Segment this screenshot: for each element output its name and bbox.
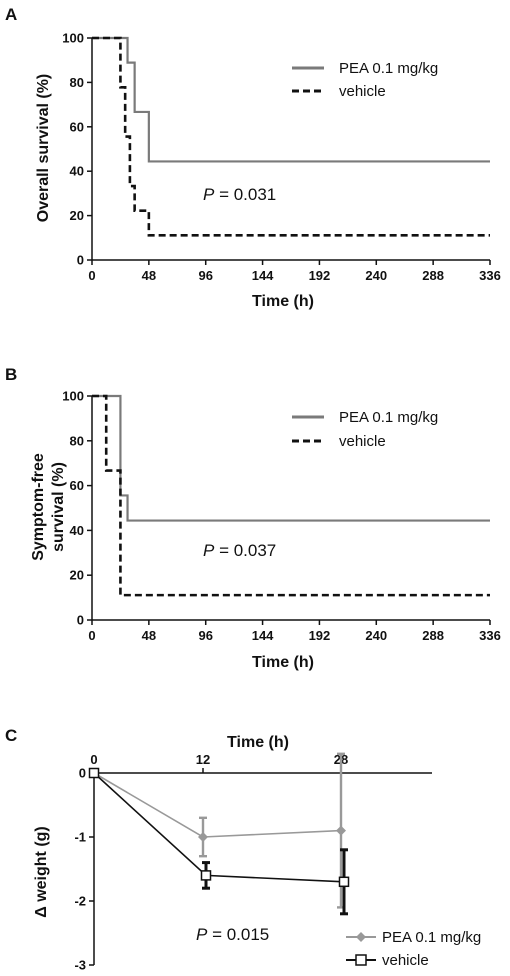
panel-c-x-tick-label: 12 <box>196 752 210 767</box>
panel-b-p-value: P = 0.037 <box>203 541 276 560</box>
panel-c-p-number: 0.015 <box>227 925 270 944</box>
panel-a-legend-label-vehicle: vehicle <box>339 83 386 100</box>
panel-b-legend-label-vehicle: vehicle <box>339 433 386 450</box>
panel-c-point-pea <box>336 825 346 836</box>
panel-c-legend-diamond-marker <box>356 932 366 942</box>
panel-b-y-tick-label: 80 <box>70 433 84 448</box>
panel-b-x-tick-label: 48 <box>142 628 156 643</box>
panel-b-y-tick-label: 0 <box>77 613 84 628</box>
panel-a-y-tick-label: 80 <box>70 75 84 90</box>
panel-letter-b: B <box>5 365 17 384</box>
panel-b-y-tick-label: 40 <box>70 523 84 538</box>
panel-a-x-tick-label: 48 <box>142 268 156 283</box>
panel-b-y-tick-label: 100 <box>62 389 84 404</box>
panel-a-p-number: 0.031 <box>234 185 277 204</box>
panel-b-x-tick-label: 96 <box>198 628 212 643</box>
panel-b-x-tick-label: 0 <box>88 628 95 643</box>
panel-c-plot-area: 012280-1-2-3 <box>74 752 432 973</box>
panel-c-p-value: P = 0.015 <box>196 925 269 944</box>
panel-a-y-tick-label: 20 <box>70 208 84 223</box>
panel-b-y-tick-label: 20 <box>70 568 84 583</box>
panel-a-series-line-vehicle <box>92 36 490 237</box>
panel-a-legend-label-pea: PEA 0.1 mg/kg <box>339 60 438 77</box>
panel-c-legend-label-pea: PEA 0.1 mg/kg <box>382 929 481 946</box>
panel-b: B Symptom-free survival (%) Time (h) 0 20… <box>5 365 501 671</box>
panel-b-x-tick-label: 288 <box>422 628 444 643</box>
panel-b-x-tick-label: 240 <box>365 628 387 643</box>
panel-c-x-axis-label: Time (h) <box>227 734 289 751</box>
panel-b-legend: PEA 0.1 mg/kg vehicle <box>292 409 438 450</box>
panel-c-p-symbol: P <box>196 925 208 944</box>
panel-a: A Overall survival (%) Time (h) 0 20 40 60 8… <box>5 5 501 310</box>
panel-c-y-tick-label: 0 <box>79 766 86 781</box>
panel-b-series-line-vehicle <box>92 394 490 597</box>
panel-a-p-value: P = 0.031 <box>203 185 276 204</box>
panel-b-x-tick-label: 336 <box>479 628 501 643</box>
panel-a-series-line-pea <box>92 36 490 163</box>
panel-b-y-tick-label: 60 <box>70 478 84 493</box>
panel-a-y-tick-label: 100 <box>62 31 84 46</box>
panel-a-legend: PEA 0.1 mg/kg vehicle <box>292 60 438 100</box>
panel-a-y-tick-label: 40 <box>70 164 84 179</box>
panel-a-p-symbol: P <box>203 185 215 204</box>
panel-letter-a: A <box>5 5 17 24</box>
panel-c-point-vehicle <box>338 876 350 888</box>
panel-a-x-tick-label: 336 <box>479 268 501 283</box>
panel-a-x-axis-label: Time (h) <box>252 293 314 310</box>
panel-b-y-label-line2: survival (%) <box>50 462 67 552</box>
panel-a-x-tick-label: 192 <box>309 268 331 283</box>
panel-b-plot-area: 0 20 40 60 80 100 0 48 96 144 192 240 288 336 <box>62 389 501 644</box>
panel-letter-c: C <box>5 726 17 745</box>
panel-a-x-tick-label: 240 <box>365 268 387 283</box>
panel-c-y-axis-label: Δ weight (g) <box>33 826 50 917</box>
panel-c-y-tick-label: -1 <box>74 830 86 845</box>
panel-a-y-tick-label: 60 <box>70 119 84 134</box>
panel-b-p-symbol: P <box>203 541 215 560</box>
panel-c-point-vehicle <box>88 767 100 779</box>
panel-c-legend-label-vehicle: vehicle <box>382 952 429 969</box>
panel-a-x-tick-label: 288 <box>422 268 444 283</box>
panel-a-x-tick-label: 0 <box>88 268 95 283</box>
panel-a-y-axis-label: Overall survival (%) <box>35 74 52 223</box>
panel-a-x-tick-label: 96 <box>198 268 212 283</box>
panel-c-x-tick-label: 0 <box>90 752 97 767</box>
panel-b-series-line-pea <box>92 394 490 522</box>
panel-c-legend-square-marker <box>355 954 367 966</box>
panel-a-x-tick-label: 144 <box>252 268 274 283</box>
panel-c: C Time (h) Δ weight (g) 012280-1-2-3 PEA… <box>5 726 481 973</box>
panel-b-y-label-line1: Symptom-free <box>30 453 47 561</box>
panel-b-x-tick-label: 144 <box>252 628 274 643</box>
panel-a-y-tick-label: 0 <box>77 253 84 268</box>
panel-c-series-line-pea <box>93 772 342 838</box>
panel-c-y-tick-label: -3 <box>74 958 86 973</box>
panel-b-x-axis-label: Time (h) <box>252 654 314 671</box>
panel-b-legend-label-pea: PEA 0.1 mg/kg <box>339 409 438 426</box>
panel-c-point-vehicle <box>200 870 212 881</box>
panel-c-legend: PEA 0.1 mg/kg vehicle <box>346 929 481 969</box>
panel-c-point-pea <box>198 832 208 842</box>
panel-b-p-number: 0.037 <box>234 541 277 560</box>
panel-a-plot-area: 0 20 40 60 80 100 0 48 96 144 192 240 288 336 <box>62 31 501 284</box>
panel-b-x-tick-label: 192 <box>309 628 331 643</box>
panel-c-series-line-vehicle <box>93 772 345 883</box>
panel-c-y-tick-label: -2 <box>74 894 86 909</box>
